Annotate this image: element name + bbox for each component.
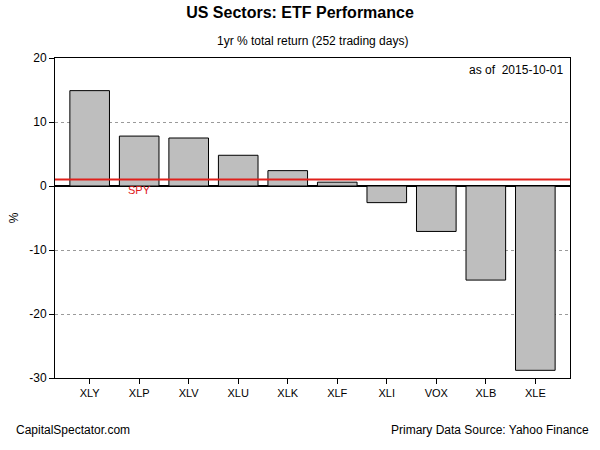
svg-text:%: % bbox=[7, 212, 21, 223]
svg-text:10: 10 bbox=[33, 115, 47, 129]
svg-text:XLY: XLY bbox=[80, 387, 101, 399]
svg-text:XLI: XLI bbox=[379, 387, 396, 399]
svg-text:XLB: XLB bbox=[475, 387, 496, 399]
svg-text:Primary Data Source: Yahoo Fin: Primary Data Source: Yahoo Finance bbox=[391, 423, 589, 437]
svg-text:-20: -20 bbox=[29, 307, 47, 321]
svg-text:CapitalSpectator.com: CapitalSpectator.com bbox=[16, 423, 130, 437]
svg-text:20: 20 bbox=[33, 51, 47, 65]
svg-text:XLK: XLK bbox=[277, 387, 298, 399]
svg-text:SPY: SPY bbox=[128, 184, 151, 196]
svg-text:-30: -30 bbox=[29, 371, 47, 385]
svg-text:-10: -10 bbox=[29, 243, 47, 257]
svg-text:1yr % total return (252 tradin: 1yr % total return (252 trading days) bbox=[217, 34, 408, 48]
svg-text:XLP: XLP bbox=[129, 387, 150, 399]
svg-text:VOX: VOX bbox=[425, 387, 449, 399]
svg-text:XLU: XLU bbox=[228, 387, 249, 399]
svg-text:0: 0 bbox=[40, 179, 47, 193]
svg-text:XLV: XLV bbox=[179, 387, 200, 399]
svg-text:XLE: XLE bbox=[525, 387, 546, 399]
svg-text:US Sectors: ETF Performance: US Sectors: ETF Performance bbox=[186, 4, 414, 21]
svg-text:XLF: XLF bbox=[327, 387, 347, 399]
svg-text:as of 2015-10-01: as of 2015-10-01 bbox=[469, 63, 563, 77]
